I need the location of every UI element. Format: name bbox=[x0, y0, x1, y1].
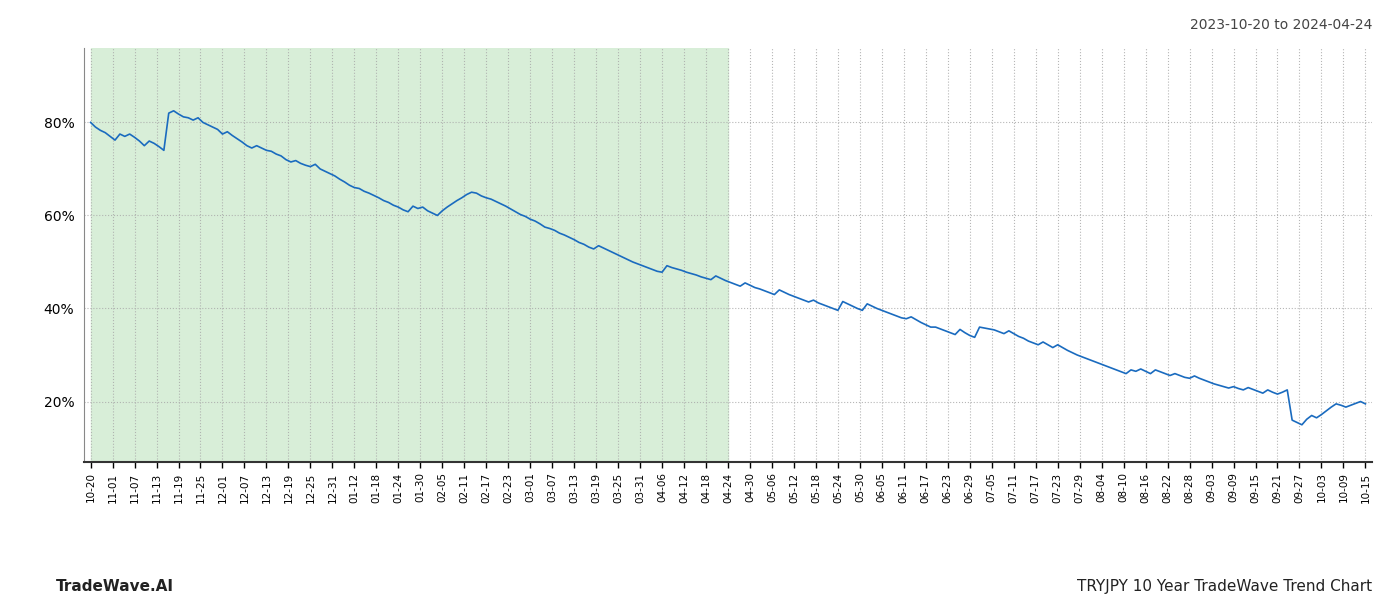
Text: TradeWave.AI: TradeWave.AI bbox=[56, 579, 174, 594]
Text: 2023-10-20 to 2024-04-24: 2023-10-20 to 2024-04-24 bbox=[1190, 18, 1372, 32]
Bar bbox=[91, 48, 728, 462]
Text: TRYJPY 10 Year TradeWave Trend Chart: TRYJPY 10 Year TradeWave Trend Chart bbox=[1077, 579, 1372, 594]
